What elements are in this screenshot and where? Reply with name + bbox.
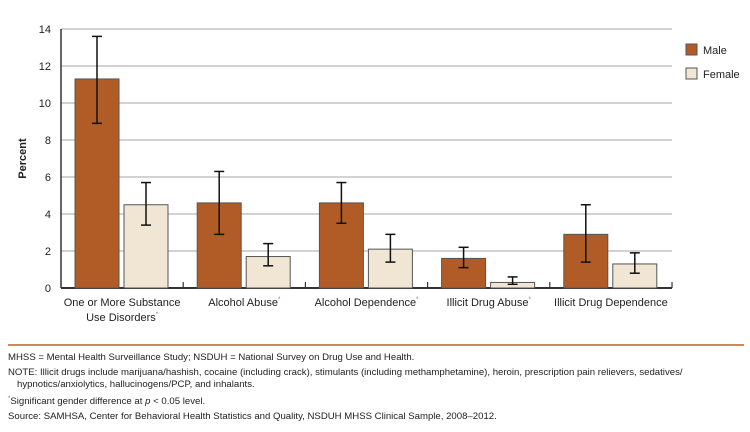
y-tick-label: 6 xyxy=(45,172,51,184)
significance-asterisk: * xyxy=(278,297,281,303)
p-symbol: p xyxy=(145,395,151,407)
legend-label: Female xyxy=(703,69,740,81)
x-tick-label: Illicit Drug Dependence xyxy=(554,297,668,309)
y-tick-label: 2 xyxy=(45,246,51,258)
y-tick-label: 0 xyxy=(45,283,51,295)
legend-swatch-male xyxy=(685,43,698,56)
legend-swatch-female xyxy=(685,67,698,80)
y-tick-label: 8 xyxy=(45,135,51,147)
asterisk: * xyxy=(8,395,11,402)
y-tick-label: 10 xyxy=(39,98,51,110)
y-axis-label: Percent xyxy=(17,138,29,179)
x-tick-label: Illicit Drug Abuse* xyxy=(447,297,532,309)
significance-asterisk: * xyxy=(416,297,419,303)
x-tick-label: Alcohol Dependence* xyxy=(315,297,420,309)
x-tick-label: One or More Substance xyxy=(64,297,181,309)
x-tick-label: Alcohol Abuse* xyxy=(208,297,281,309)
y-tick-label: 4 xyxy=(45,209,51,221)
significance-note: *Significant gender difference at p < 0.… xyxy=(8,394,743,408)
y-tick-label: 12 xyxy=(39,61,51,73)
sig-text-end: < 0.05 level. xyxy=(150,395,206,407)
significance-asterisk: * xyxy=(156,312,159,318)
abbreviations-note: MHSS = Mental Health Surveillance Study;… xyxy=(8,352,415,363)
illicit-drugs-note: NOTE: Illicit drugs include marijuana/ha… xyxy=(8,367,683,390)
significance-asterisk: * xyxy=(528,297,531,303)
divider xyxy=(8,344,744,346)
bar-chart: 0 2 4 6 8 10 12 14 Percent One or More Substance U… xyxy=(17,24,740,324)
x-tick-label: Use Disorders* xyxy=(86,312,159,324)
footnotes: MHSS = Mental Health Surveillance Study;… xyxy=(8,352,743,426)
sig-text: Significant gender difference at xyxy=(10,395,146,407)
y-tick-label: 14 xyxy=(39,24,51,36)
source-note: Source: SAMHSA, Center for Behavioral He… xyxy=(8,410,497,422)
legend-label: Male xyxy=(703,45,727,57)
